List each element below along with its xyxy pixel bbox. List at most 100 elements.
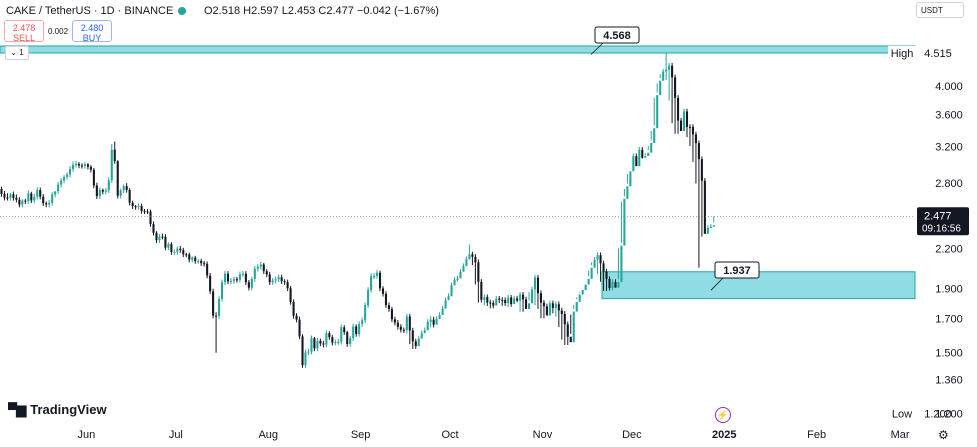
candle-body <box>110 149 113 181</box>
candle-body <box>226 273 230 282</box>
candle-body <box>405 316 408 331</box>
candle-body <box>516 298 519 301</box>
tradingview-logo[interactable]: ▀▆ TradingView <box>8 402 107 418</box>
x-tick-label: 2025 <box>712 429 736 441</box>
candle-body <box>679 120 683 132</box>
candle-body <box>605 271 608 280</box>
currency-selector[interactable]: USDT <box>916 2 964 18</box>
candle-body <box>286 282 289 289</box>
candle-body <box>650 142 653 153</box>
candle-body <box>235 279 238 281</box>
candle-body <box>373 275 376 277</box>
x-tick-label: Mar <box>891 429 910 441</box>
candle-body <box>343 327 346 333</box>
candle-body <box>86 164 89 167</box>
low-value: L2.453 <box>281 5 316 17</box>
candle-body <box>378 272 382 289</box>
candle-body <box>408 316 411 331</box>
candle-body <box>402 329 405 331</box>
candle-body <box>617 281 620 288</box>
candle-body <box>638 149 641 167</box>
time-axis: Jun Jul Aug Sep Oct Nov Dec 2025 Feb Mar <box>78 429 910 441</box>
candle-body <box>527 303 531 309</box>
candle-body <box>474 256 477 263</box>
high-label-bg <box>888 46 917 61</box>
candle-body <box>182 250 185 255</box>
open-value: O2.518 <box>204 5 241 17</box>
symbol-header[interactable]: CAKE / TetherUS · 1D · BINANCE <box>6 5 187 17</box>
candle-body <box>33 196 36 201</box>
candle-body <box>584 284 587 291</box>
x-tick-label: Dec <box>622 429 642 441</box>
y-tick-label: 1.360 <box>935 374 963 386</box>
candle-body <box>176 248 179 252</box>
candle-body <box>674 77 677 98</box>
candle-body <box>250 278 253 288</box>
candle-body <box>331 337 334 343</box>
y-tick-label: 4.000 <box>935 81 963 93</box>
candle-body <box>262 264 265 272</box>
ohlc-values: O2.518 H2.597 L2.453 C2.477 −0.042 (−1.6… <box>204 5 439 17</box>
candle-body <box>42 196 45 204</box>
candle-body <box>45 203 48 205</box>
candle-body <box>393 319 396 323</box>
candle-body <box>453 279 456 286</box>
candle-body <box>677 97 680 121</box>
candle-body <box>27 193 30 202</box>
candle-body <box>39 190 42 197</box>
candle-layer <box>0 53 715 368</box>
candle-body <box>656 95 659 129</box>
candle-body <box>417 338 420 347</box>
annotation-zone-0 <box>0 45 916 54</box>
candle-body <box>21 200 24 205</box>
candle-body <box>498 298 501 300</box>
indicator-collapse-button[interactable]: ⌄ 1 <box>5 46 29 60</box>
candle-body <box>57 184 60 192</box>
candle-body <box>551 303 554 308</box>
x-tick-label: Nov <box>533 429 553 441</box>
candle-body <box>12 194 15 198</box>
candle-body <box>229 280 233 282</box>
collapse-count: 1 <box>19 48 24 57</box>
y-tick-label: 2.800 <box>935 178 963 190</box>
candle-body <box>200 260 203 264</box>
candle-body <box>316 340 319 349</box>
candle-body <box>301 336 304 366</box>
candle-body <box>671 65 674 78</box>
candle-body <box>513 298 516 305</box>
candle-body <box>274 279 277 281</box>
candle-body <box>426 321 429 331</box>
candle-body <box>536 277 540 294</box>
candle-body <box>223 273 227 283</box>
candle-body <box>140 205 143 212</box>
lightning-icon[interactable]: ⚡ <box>715 407 731 423</box>
candle-body <box>340 327 343 342</box>
candle-body <box>218 298 221 316</box>
candle-body <box>188 254 191 260</box>
last-price-value: 2.477 <box>924 210 952 222</box>
candle-body <box>602 263 605 272</box>
candle-body <box>665 69 668 72</box>
candle-body <box>71 164 75 169</box>
candle-body <box>101 189 104 192</box>
sell-button[interactable]: 2.478 SELL <box>4 20 44 43</box>
candle-body <box>629 171 632 187</box>
candle-body <box>411 330 414 342</box>
candle-body <box>396 322 399 327</box>
candle-body <box>322 343 325 345</box>
candle-body <box>253 268 256 279</box>
candle-body <box>125 186 128 190</box>
gear-icon[interactable]: ⚙ <box>938 428 949 442</box>
candle-body <box>557 304 560 311</box>
buy-button[interactable]: 2.480 BUY <box>72 20 112 43</box>
candle-body <box>581 290 584 295</box>
candle-body <box>566 324 569 337</box>
candle-body <box>247 282 250 288</box>
candle-body <box>232 279 236 281</box>
candle-body <box>134 206 137 208</box>
candle-body <box>626 186 629 199</box>
y-tick-label: 1.900 <box>935 283 963 295</box>
candle-body <box>280 277 283 282</box>
candle-body <box>614 281 617 288</box>
